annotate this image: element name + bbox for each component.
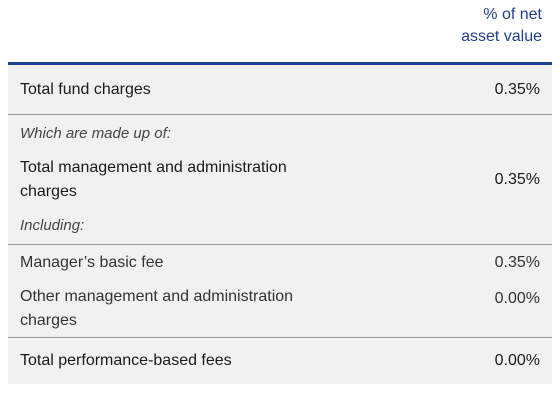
row-label: Including:: [20, 216, 85, 234]
row-made-up-of: Which are made up of:: [8, 115, 552, 153]
row-value: 0.00%: [494, 290, 540, 307]
row-label: Other management and administration char…: [20, 285, 293, 333]
row-total-performance-fees: Total performance-based fees 0.00%: [8, 338, 552, 384]
row-divider: [8, 114, 552, 115]
row-label: Which are made up of:: [20, 125, 171, 142]
column-header-line1: % of net: [483, 6, 542, 23]
row-label: Total performance-based fees: [20, 352, 232, 369]
table-top-rule: [8, 62, 552, 65]
row-label: Manager’s basic fee: [20, 254, 164, 271]
row-including: Including:: [8, 207, 552, 244]
row-divider: [8, 244, 552, 245]
row-divider: [8, 337, 552, 338]
row-label: Total fund charges: [20, 80, 151, 98]
row-manager-basic-fee: Manager’s basic fee 0.35%: [8, 245, 552, 281]
row-other-management-admin: Other management and administration char…: [8, 281, 552, 337]
row-total-fund-charges: Total fund charges 0.35%: [8, 65, 552, 114]
row-label-line1: Other management and administration: [20, 288, 294, 305]
row-value: 0.35%: [494, 171, 540, 188]
row-label-line2: charges: [20, 312, 77, 329]
row-value: 0.35%: [494, 254, 540, 271]
row-value: 0.35%: [494, 80, 540, 98]
row-label: Total management and administration char…: [20, 156, 287, 204]
column-header-line2: asset value: [461, 28, 542, 45]
fund-charges-table: Total fund charges 0.35% Which are made …: [8, 62, 552, 384]
column-header: % of net asset value: [461, 4, 542, 48]
row-label-line2: charges: [20, 183, 77, 200]
row-total-management-admin: Total management and administration char…: [8, 153, 552, 207]
row-value: 0.00%: [494, 352, 540, 369]
row-label-line1: Total management and administration: [20, 159, 287, 176]
